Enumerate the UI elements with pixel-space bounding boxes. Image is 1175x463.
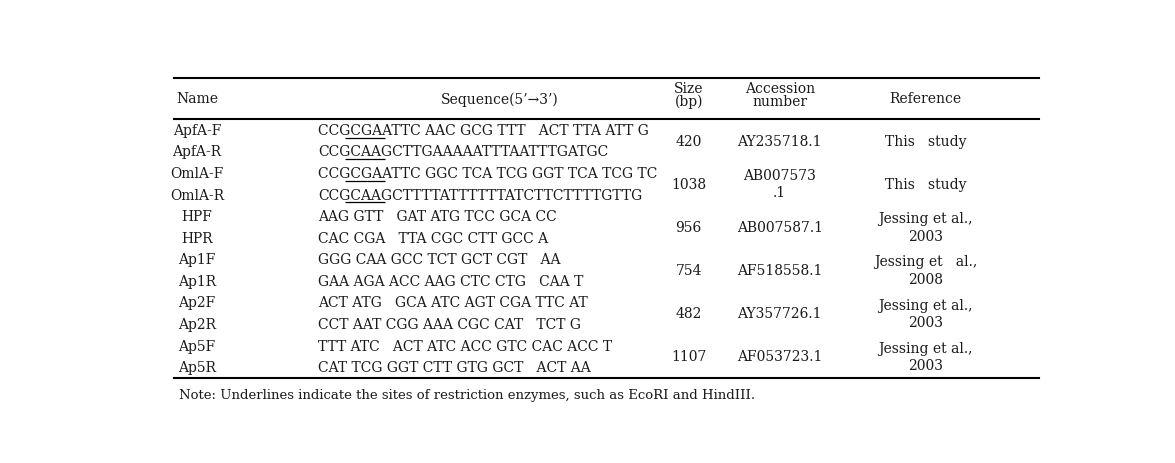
Text: Sequence(5’→3’): Sequence(5’→3’) [441, 92, 558, 106]
Text: HPR: HPR [181, 231, 213, 245]
Text: Size: Size [674, 82, 704, 96]
Text: CCGCAAGCTTTTATTTTTTATCTTCTTTTGTTG: CCGCAAGCTTTTATTTTTTATCTTCTTTTGTTG [318, 188, 643, 202]
Text: Reference: Reference [889, 92, 961, 106]
Text: ApfA-F: ApfA-F [173, 124, 221, 138]
Text: 754: 754 [676, 263, 701, 277]
Text: AB007587.1: AB007587.1 [737, 220, 822, 234]
Text: CAC CGA   TTA CGC CTT GCC A: CAC CGA TTA CGC CTT GCC A [318, 231, 549, 245]
Text: Ap5R: Ap5R [177, 361, 216, 375]
Text: 1107: 1107 [671, 350, 706, 363]
Text: Ap2F: Ap2F [179, 296, 215, 310]
Text: Jessing et al.,
2003: Jessing et al., 2003 [878, 212, 973, 243]
Text: AAG GTT   GAT ATG TCC GCA CC: AAG GTT GAT ATG TCC GCA CC [318, 210, 557, 224]
Text: Note: Underlines indicate the sites of restriction enzymes, such as EcoRI and Hi: Note: Underlines indicate the sites of r… [179, 388, 754, 401]
Text: CCT AAT CGG AAA CGC CAT   TCT G: CCT AAT CGG AAA CGC CAT TCT G [318, 317, 582, 332]
Text: GAA AGA ACC AAG CTC CTG   CAA T: GAA AGA ACC AAG CTC CTG CAA T [318, 274, 584, 288]
Text: Name: Name [176, 92, 217, 106]
Text: Ap1R: Ap1R [177, 274, 216, 288]
Text: Ap2R: Ap2R [177, 317, 216, 332]
Text: CAT TCG GGT CTT GTG GCT   ACT AA: CAT TCG GGT CTT GTG GCT ACT AA [318, 361, 591, 375]
Text: Jessing et   al.,
2008: Jessing et al., 2008 [874, 255, 978, 286]
Text: CCGCGAATTC GGC TCA TCG GGT TCA TCG TC: CCGCGAATTC GGC TCA TCG GGT TCA TCG TC [318, 167, 658, 181]
Text: 956: 956 [676, 220, 701, 234]
Text: AF518558.1: AF518558.1 [737, 263, 822, 277]
Text: Jessing et al.,
2003: Jessing et al., 2003 [878, 341, 973, 372]
Text: OmlA-F: OmlA-F [170, 167, 223, 181]
Text: Accession: Accession [745, 82, 814, 96]
Text: Ap1F: Ap1F [179, 253, 216, 267]
Text: Jessing et al.,
2003: Jessing et al., 2003 [878, 298, 973, 329]
Text: ACT ATG   GCA ATC AGT CGA TTC AT: ACT ATG GCA ATC AGT CGA TTC AT [318, 296, 588, 310]
Text: This   study: This study [885, 177, 966, 191]
Text: ApfA-R: ApfA-R [173, 145, 222, 159]
Text: CCGCGAATTC AAC GCG TTT   ACT TTA ATT G: CCGCGAATTC AAC GCG TTT ACT TTA ATT G [318, 124, 649, 138]
Text: OmlA-R: OmlA-R [170, 188, 224, 202]
Text: number: number [752, 95, 807, 109]
Text: GGG CAA GCC TCT GCT CGT   AA: GGG CAA GCC TCT GCT CGT AA [318, 253, 560, 267]
Text: 482: 482 [676, 307, 701, 320]
Text: AF053723.1: AF053723.1 [737, 350, 822, 363]
Text: AY235718.1: AY235718.1 [738, 134, 822, 148]
Text: This   study: This study [885, 134, 966, 148]
Text: TTT ATC   ACT ATC ACC GTC CAC ACC T: TTT ATC ACT ATC ACC GTC CAC ACC T [318, 339, 612, 353]
Text: AY357726.1: AY357726.1 [738, 307, 822, 320]
Text: HPF: HPF [181, 210, 213, 224]
Text: CCGCAAGCTTGAAAAATTTAATTTGATGC: CCGCAAGCTTGAAAAATTTAATTTGATGC [318, 145, 609, 159]
Text: Ap5F: Ap5F [179, 339, 215, 353]
Text: (bp): (bp) [674, 95, 703, 109]
Text: 420: 420 [676, 134, 701, 148]
Text: 1038: 1038 [671, 177, 706, 191]
Text: AB007573
.1: AB007573 .1 [744, 169, 817, 200]
